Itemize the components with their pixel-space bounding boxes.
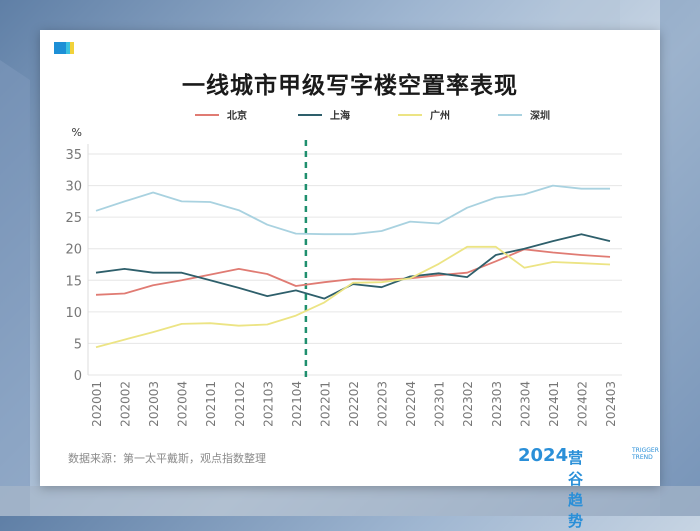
x-tick-label: 202101 xyxy=(204,381,218,427)
x-tick-label: 202102 xyxy=(233,381,247,427)
x-tick-label: 202202 xyxy=(347,381,361,427)
x-tick-label: 202003 xyxy=(147,381,161,427)
y-axis-unit-label: % xyxy=(72,126,82,139)
y-tick-label: 25 xyxy=(65,211,82,226)
logo-chip-icon xyxy=(54,42,74,54)
x-tick-label: 202303 xyxy=(490,381,504,427)
chart-card: 一线城市甲级写字楼空置率表现 0 5 10 15 20 25 30 35% 202001 2020… xyxy=(40,30,660,530)
series-line-广州 xyxy=(95,245,611,349)
x-tick-label: 202203 xyxy=(376,381,390,427)
x-tick-label: 202001 xyxy=(90,381,104,427)
series-line-深圳 xyxy=(95,184,610,236)
x-tick-label: 202402 xyxy=(575,381,589,427)
x-tick-label: 202401 xyxy=(547,381,561,427)
legend-label: 广州 xyxy=(430,109,450,122)
x-tick-label: 202204 xyxy=(404,381,418,427)
x-tick-label: 202304 xyxy=(518,381,532,427)
y-tick-label: 15 xyxy=(65,274,82,289)
y-tick-label: 30 xyxy=(65,180,82,195)
y-tick-label: 0 xyxy=(74,369,82,384)
x-tick-label: 202103 xyxy=(261,381,275,427)
legend-label: 深圳 xyxy=(530,109,550,122)
series-line-上海 xyxy=(95,233,611,300)
x-tick-label: 202403 xyxy=(604,381,618,427)
x-tick-label: 202302 xyxy=(461,381,475,427)
brand-english-line-2: TREND xyxy=(632,454,653,461)
x-tick-label: 202301 xyxy=(433,381,447,427)
background-buildings xyxy=(0,0,700,516)
y-tick-label: 10 xyxy=(65,306,82,321)
legend-label: 上海 xyxy=(330,109,350,122)
x-tick-label: 202004 xyxy=(176,381,190,427)
line-chart: 0 5 10 15 20 25 30 35% 202001 202002 202003 202004 2… xyxy=(65,109,622,427)
x-tick-label: 202104 xyxy=(290,381,304,427)
brand-year: 2024 xyxy=(518,445,569,466)
x-tick-label: 202201 xyxy=(318,381,332,427)
y-tick-label: 35 xyxy=(65,148,82,163)
legend-label: 北京 xyxy=(227,109,247,122)
y-tick-label: 5 xyxy=(74,337,82,352)
y-tick-label: 20 xyxy=(65,243,82,258)
brand-english-line-1: TRIGGER xyxy=(632,447,659,454)
data-source-note: 数据来源：第一太平戴斯，观点指数整理 xyxy=(68,452,266,465)
brand-english: TRIGGER TREND xyxy=(632,447,659,461)
x-tick-label: 202002 xyxy=(119,381,133,427)
chart-title: 一线城市甲级写字楼空置率表现 xyxy=(182,73,518,99)
brand-name: 营谷趋势 xyxy=(568,449,584,530)
